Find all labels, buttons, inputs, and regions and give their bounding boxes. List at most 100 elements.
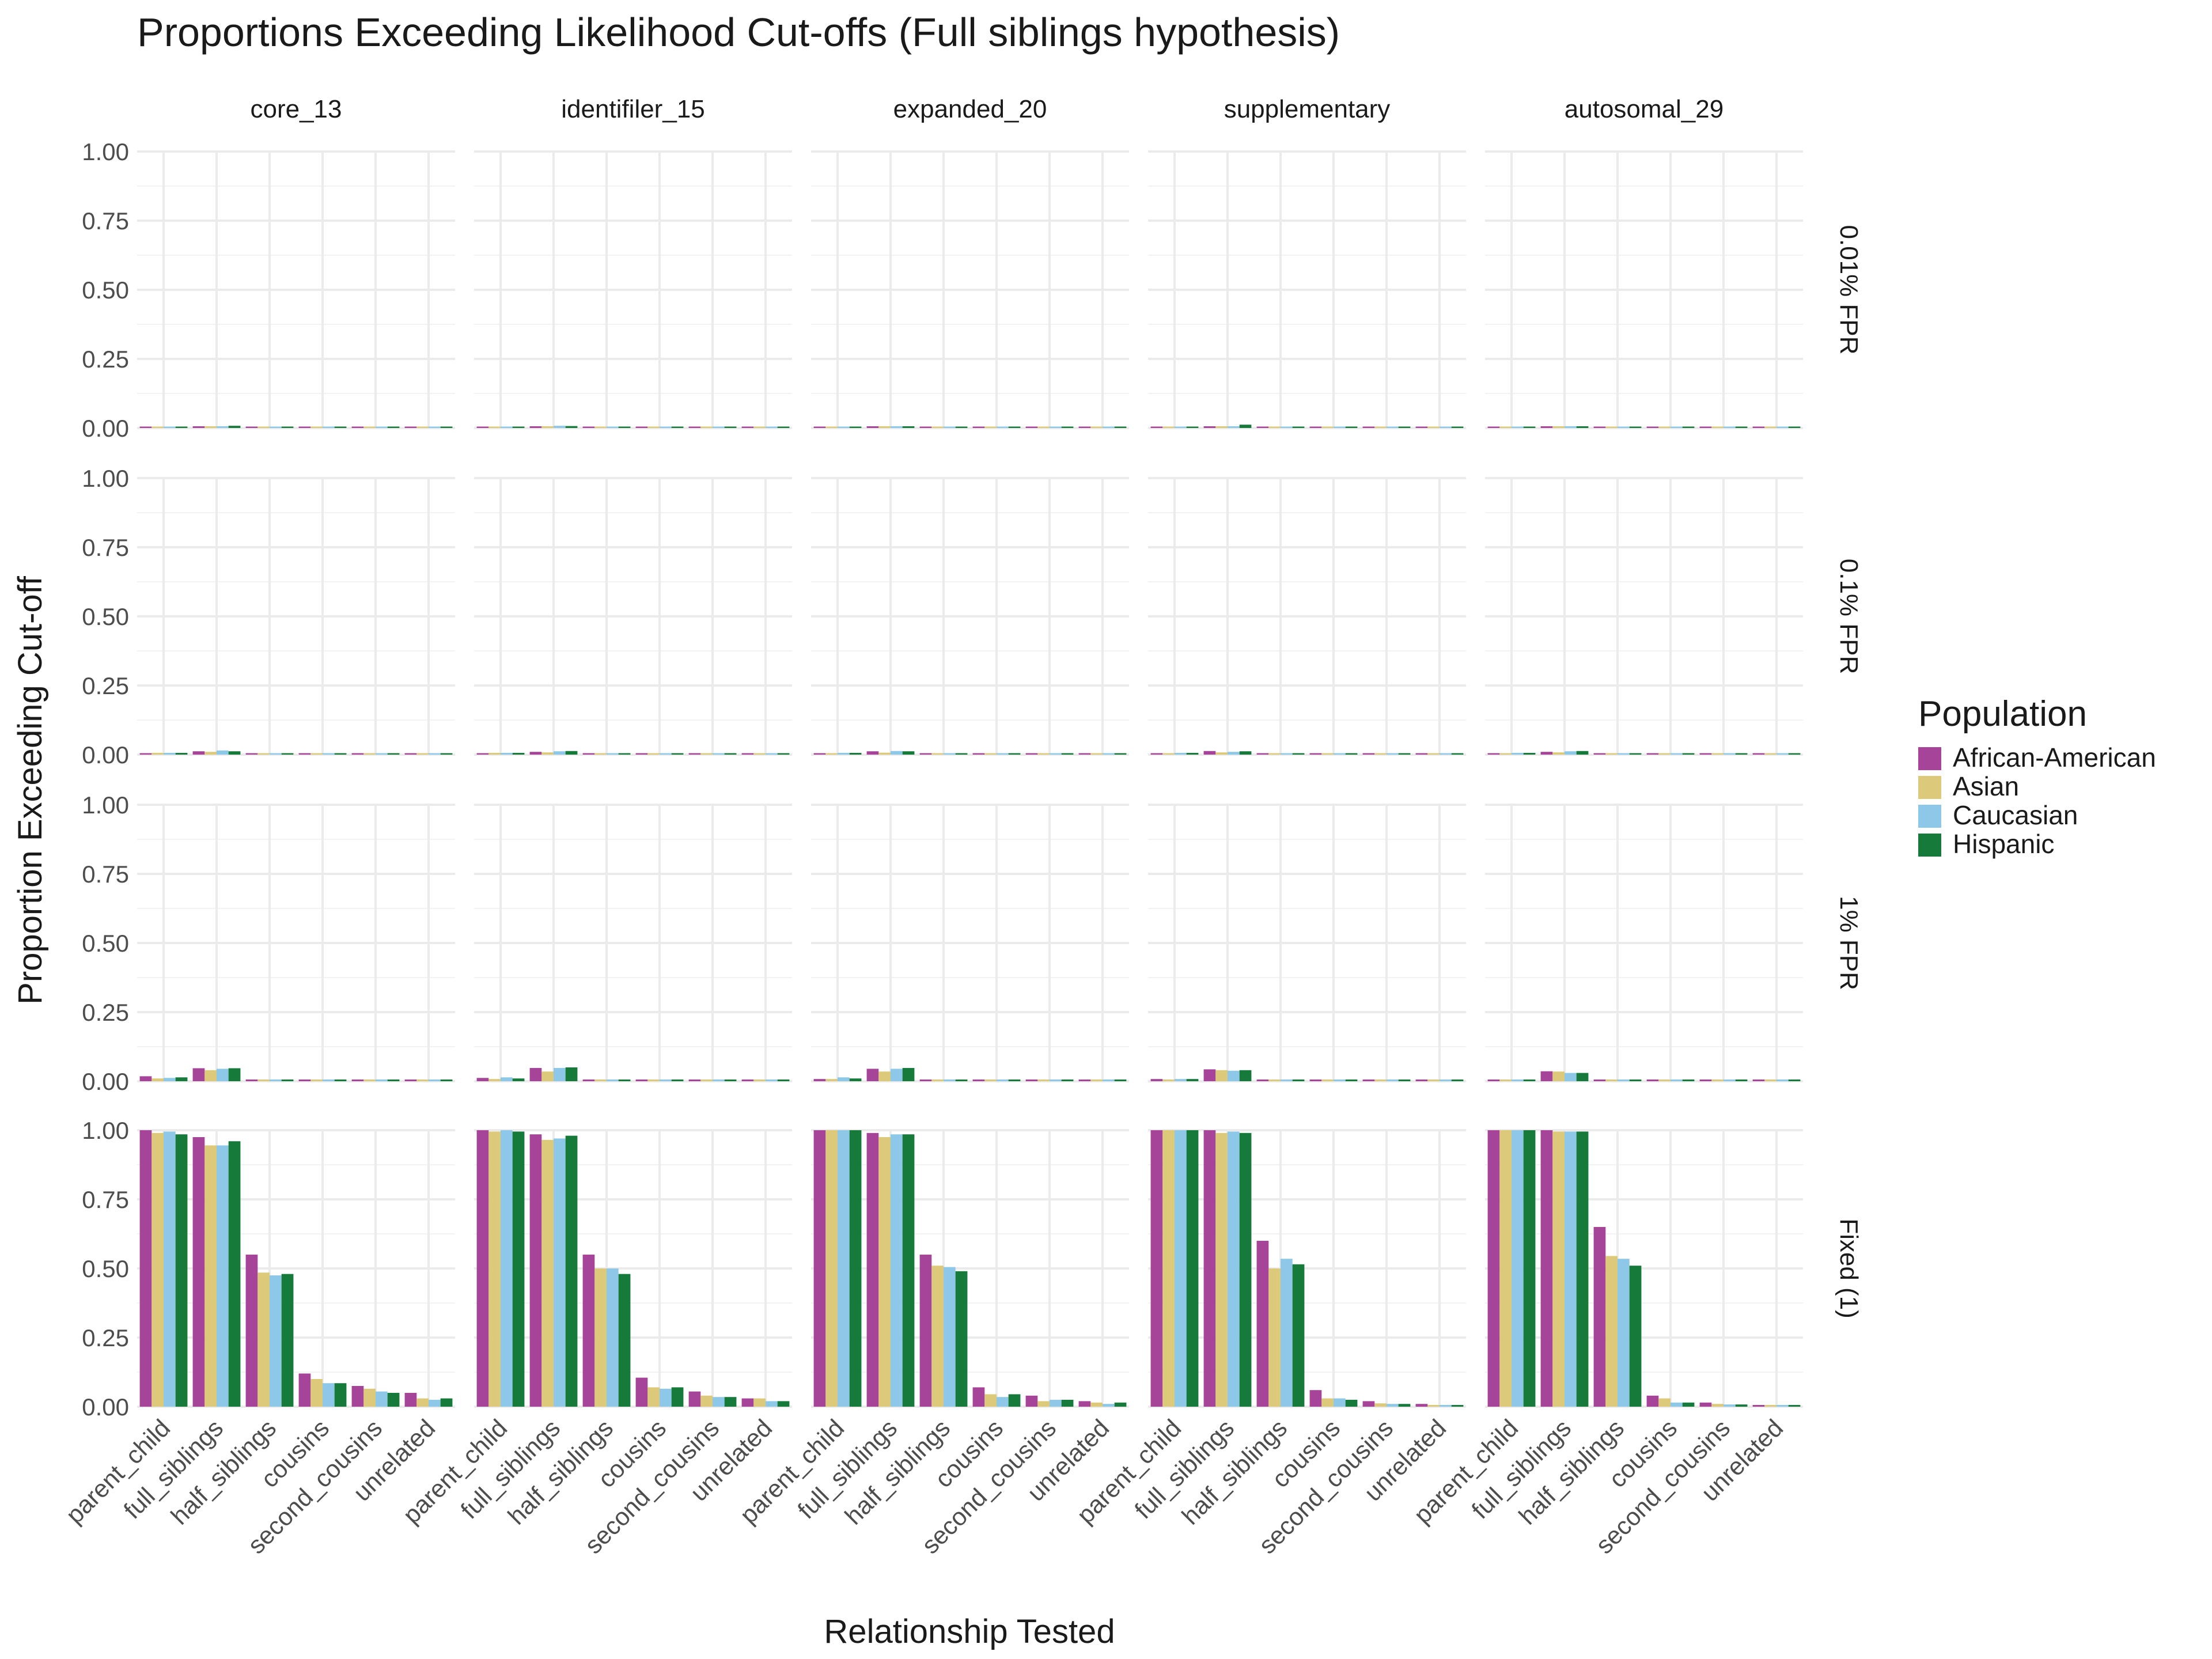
bar-second_cousins-hispanic — [1398, 1080, 1411, 1081]
bar-cousins-asian — [1658, 753, 1671, 755]
bar-half_siblings-hispanic — [281, 426, 294, 428]
bar-cousins-hispanic — [1345, 1400, 1358, 1407]
panel-supplementary-2 — [1148, 804, 1466, 1082]
bar-cousins-african-american — [972, 1080, 985, 1081]
bar-half_siblings-african-american — [919, 1255, 932, 1407]
bar-parent_child-african-american — [1487, 1080, 1500, 1081]
bar-second_cousins-asian — [1037, 1080, 1050, 1081]
bar-cousins-asian — [984, 1394, 997, 1407]
bar-second_cousins-african-american — [688, 753, 701, 755]
bar-second_cousins-caucasian — [713, 753, 725, 755]
bar-parent_child-asian — [825, 1079, 838, 1081]
bar-unrelated-caucasian — [1777, 1405, 1789, 1407]
bar-second_cousins-asian — [1374, 753, 1387, 755]
bar-half_siblings-african-american — [582, 753, 595, 755]
bar-cousins-caucasian — [660, 1080, 672, 1081]
bar-parent_child-caucasian — [1175, 753, 1187, 755]
bar-half_siblings-asian — [257, 1080, 270, 1081]
panel-supplementary-1 — [1148, 477, 1466, 756]
bar-full_siblings-asian — [878, 426, 891, 428]
x-axis-title: Relationship Tested — [824, 1613, 1115, 1650]
bar-unrelated-caucasian — [429, 426, 441, 428]
bar-cousins-asian — [984, 426, 997, 428]
bar-full_siblings-asian — [541, 752, 554, 755]
bar-second_cousins-hispanic — [1061, 1400, 1074, 1407]
bar-parent_child-african-american — [813, 426, 826, 428]
row-strip-label: 0.1% FPR — [1835, 559, 1863, 675]
bar-half_siblings-african-american — [582, 426, 595, 428]
bar-second_cousins-caucasian — [713, 1080, 725, 1081]
bar-half_siblings-asian — [594, 426, 607, 428]
bar-unrelated-caucasian — [1777, 753, 1789, 755]
bar-unrelated-hispanic — [777, 1401, 790, 1407]
bar-full_siblings-hispanic — [565, 1135, 578, 1407]
bar-cousins-hispanic — [1682, 753, 1695, 755]
bar-cousins-hispanic — [671, 1387, 684, 1407]
bar-parent_child-african-american — [813, 1130, 826, 1407]
bar-second_cousins-caucasian — [1387, 1080, 1399, 1081]
bar-cousins-caucasian — [1334, 1080, 1346, 1081]
bar-second_cousins-hispanic — [1735, 1404, 1748, 1407]
bar-unrelated-asian — [1764, 753, 1777, 755]
bar-cousins-asian — [647, 1387, 660, 1407]
bar-unrelated-caucasian — [1103, 1080, 1115, 1081]
bar-unrelated-asian — [1427, 753, 1440, 755]
bar-cousins-african-american — [635, 753, 648, 755]
bar-cousins-african-american — [1309, 1390, 1322, 1407]
bar-second_cousins-hispanic — [387, 753, 400, 755]
panel-core_13-1 — [137, 477, 455, 756]
y-tick-label: 0.75 — [82, 861, 129, 888]
bar-cousins-hispanic — [334, 1080, 347, 1081]
bar-full_siblings-african-american — [1203, 1130, 1216, 1407]
bar-parent_child-hispanic — [175, 1077, 188, 1081]
bar-unrelated-asian — [1764, 1080, 1777, 1081]
bar-second_cousins-hispanic — [387, 1393, 400, 1407]
bar-unrelated-asian — [1090, 426, 1103, 428]
bar-second_cousins-asian — [700, 1080, 713, 1081]
bar-second_cousins-asian — [363, 753, 376, 755]
y-tick-label: 0.50 — [82, 603, 129, 630]
bar-cousins-african-american — [1646, 753, 1659, 755]
bar-cousins-hispanic — [1345, 426, 1358, 428]
legend-swatch — [1918, 776, 1941, 799]
bar-second_cousins-asian — [1711, 1404, 1724, 1407]
bar-full_siblings-hispanic — [1239, 425, 1252, 428]
bar-parent_child-caucasian — [501, 426, 513, 428]
bar-unrelated-caucasian — [1440, 426, 1452, 428]
bar-second_cousins-african-american — [688, 1391, 701, 1407]
bar-cousins-caucasian — [1334, 753, 1346, 755]
bar-cousins-asian — [1321, 1398, 1334, 1407]
bar-cousins-hispanic — [1682, 1402, 1695, 1407]
bar-second_cousins-hispanic — [1061, 1080, 1074, 1081]
bar-cousins-asian — [1321, 426, 1334, 428]
bar-unrelated-asian — [1427, 1405, 1440, 1407]
bar-unrelated-hispanic — [1451, 1405, 1464, 1407]
bar-unrelated-hispanic — [1788, 426, 1801, 428]
bar-parent_child-asian — [1499, 426, 1512, 428]
bar-second_cousins-african-american — [688, 1080, 701, 1081]
bar-full_siblings-asian — [204, 426, 217, 428]
bar-parent_child-asian — [825, 1130, 838, 1407]
bar-parent_child-asian — [151, 1078, 164, 1081]
bar-half_siblings-asian — [1605, 426, 1618, 428]
bar-cousins-asian — [1321, 1080, 1334, 1081]
bar-parent_child-african-american — [476, 426, 489, 428]
y-tick-label: 0.00 — [82, 741, 129, 768]
bar-unrelated-african-american — [1415, 1080, 1428, 1081]
bar-half_siblings-african-american — [919, 753, 932, 755]
bar-cousins-african-american — [1309, 753, 1322, 755]
bar-unrelated-asian — [1764, 426, 1777, 428]
bar-parent_child-hispanic — [849, 1078, 862, 1081]
bar-half_siblings-caucasian — [270, 426, 282, 428]
bar-unrelated-african-american — [404, 1393, 417, 1407]
bar-half_siblings-african-american — [1256, 753, 1269, 755]
panel-core_13-2 — [137, 804, 455, 1082]
bar-half_siblings-african-american — [1256, 1080, 1269, 1081]
bar-parent_child-african-american — [1150, 1079, 1163, 1081]
bar-cousins-hispanic — [671, 753, 684, 755]
panel-supplementary-0 — [1148, 150, 1466, 429]
bar-full_siblings-african-american — [1540, 752, 1553, 755]
bar-half_siblings-asian — [931, 426, 944, 428]
bar-full_siblings-asian — [541, 1139, 554, 1407]
bar-unrelated-african-american — [1078, 1401, 1091, 1407]
